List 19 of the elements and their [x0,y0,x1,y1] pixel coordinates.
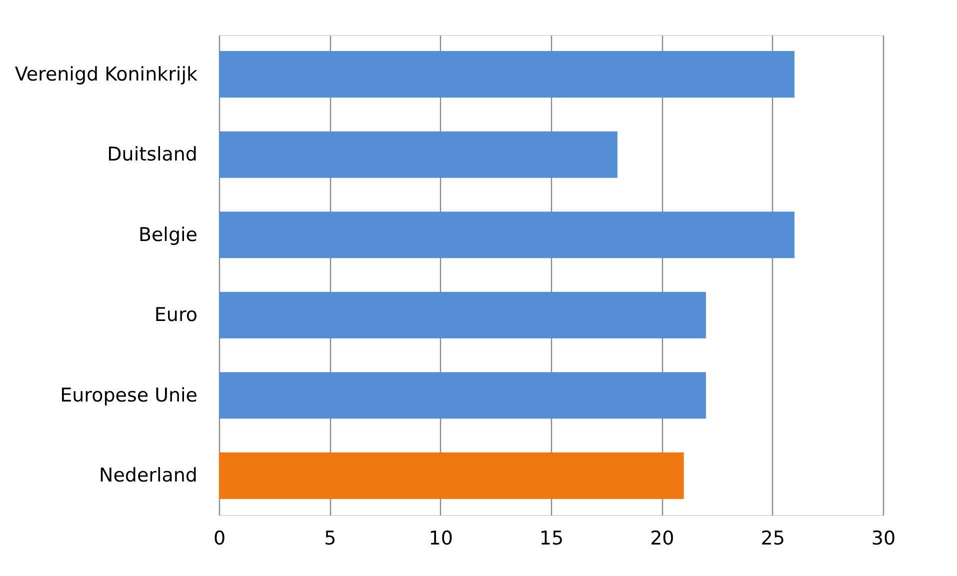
x-tick-label: 25 [760,528,785,550]
y-tick-label: Europese Unie [60,384,198,406]
x-tick-label: 30 [871,528,896,550]
x-tick-label: 0 [213,528,226,550]
bar [219,51,794,98]
y-tick-label: Belgie [138,224,198,246]
x-tick-label: 10 [428,528,453,550]
x-tick-label: 5 [324,528,336,550]
bar [219,212,794,258]
bar [219,372,706,419]
bar [219,292,706,338]
y-tick-label: Euro [154,304,198,326]
bar [219,452,684,499]
y-tick-label: Duitsland [107,144,198,166]
x-tick-label: 15 [539,528,564,550]
y-tick-label: Verenigd Koninkrijk [14,63,198,86]
x-tick-label: 20 [650,528,674,550]
bar [219,131,618,178]
y-tick-label: Nederland [99,464,198,487]
